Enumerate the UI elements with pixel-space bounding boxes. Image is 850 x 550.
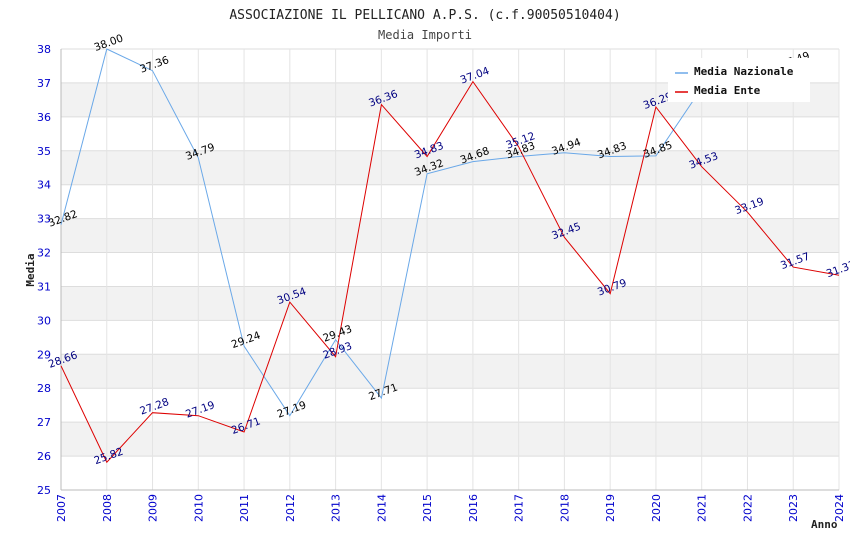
y-tick-label: 36 (37, 111, 51, 124)
y-tick-label: 31 (37, 280, 51, 293)
data-label-s0: 38.00 (93, 32, 125, 54)
y-tick-label: 30 (37, 314, 51, 327)
x-tick-label: 2010 (192, 494, 205, 522)
x-tick-label: 2016 (467, 494, 480, 522)
x-tick-label: 2008 (101, 494, 114, 522)
x-tick-label: 2024 (833, 494, 846, 522)
grid-band (61, 218, 839, 253)
legend-entry-media-nazionale: Media Nazionale (694, 65, 794, 78)
data-label-s0: 37.36 (138, 54, 171, 76)
grid-bands (61, 82, 839, 457)
grid-band (61, 150, 839, 185)
chart-title: ASSOCIAZIONE IL PELLICANO A.P.S. (c.f.90… (229, 8, 620, 23)
data-label-s0: 29.24 (230, 329, 263, 351)
x-tick-labels: 2007 2008 2009 2010 2011 2012 2013 2014 2015 2016… (55, 494, 846, 522)
x-gridlines (60, 49, 840, 490)
x-tick-label: 2015 (421, 494, 434, 522)
series-line-1 (60, 80, 840, 464)
y-tick-label: 35 (37, 145, 51, 158)
legend-background (668, 58, 810, 102)
chart-subtitle: Media Importi (378, 28, 472, 42)
x-tick-label: 2018 (558, 494, 571, 522)
x-tick-label: 2007 (55, 494, 68, 522)
x-tick-label: 2013 (330, 494, 343, 522)
y-tick-label: 33 (37, 213, 51, 226)
y-axis-label: Media (24, 253, 37, 286)
series-lines (60, 49, 840, 464)
x-tick-label: 2012 (284, 494, 297, 522)
x-tick-label: 2021 (696, 494, 709, 522)
x-axis-label: Anno (811, 518, 838, 531)
x-tick-label: 2017 (513, 494, 526, 522)
y-tick-label: 37 (37, 77, 51, 90)
x-tick-label: 2011 (238, 494, 251, 522)
y-tick-labels: 25 26 27 28 29 30 31 32 33 34 35 36 37 38 (37, 43, 51, 497)
x-tick-label: 2022 (741, 494, 754, 522)
y-tick-label: 29 (37, 348, 51, 361)
grid-band (61, 286, 839, 321)
y-tick-label: 25 (37, 484, 51, 497)
y-tick-label: 28 (37, 382, 51, 395)
y-tick-label: 38 (37, 43, 51, 56)
y-tick-label: 32 (37, 247, 51, 260)
x-tick-label: 2014 (375, 494, 388, 522)
legend-entry-media-ente: Media Ente (694, 84, 761, 97)
y-tick-label: 26 (37, 450, 51, 463)
x-tick-label: 2020 (650, 494, 663, 522)
grid-band (61, 354, 839, 389)
y-tick-label: 34 (37, 179, 51, 192)
y-tick-label: 27 (37, 416, 51, 429)
legend: Media Nazionale Media Ente (668, 58, 810, 102)
x-tick-label: 2009 (147, 494, 160, 522)
x-tick-label: 2019 (604, 494, 617, 522)
data-label-s1: 27.19 (184, 399, 216, 421)
data-label-s1: 27.28 (138, 396, 170, 418)
data-label-s1: 31.57 (779, 251, 811, 273)
data-label-s1: 31.33 (825, 259, 850, 281)
x-tick-label: 2023 (787, 494, 800, 522)
grid-band (61, 422, 839, 457)
y-gridlines (61, 48, 839, 491)
